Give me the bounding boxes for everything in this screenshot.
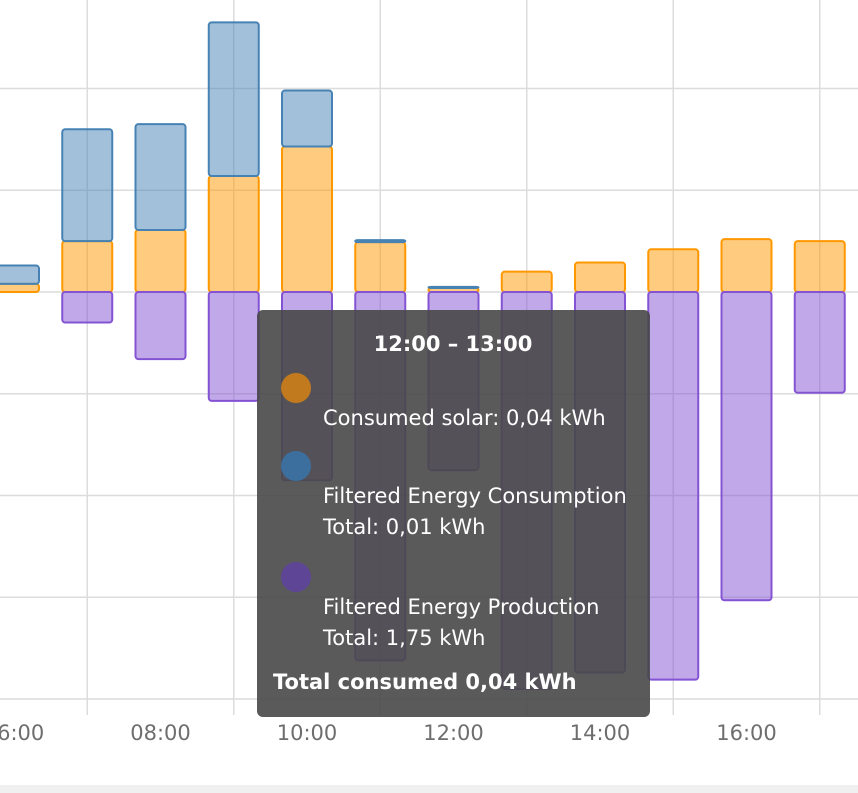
tooltip-line: Filtered Energy Production	[323, 595, 599, 619]
bar-segment	[354, 241, 407, 294]
tooltip-line: Total: 0,01 kWh	[322, 515, 485, 539]
bar-segment	[793, 240, 846, 294]
bar-segment	[720, 291, 773, 602]
footer-strip	[0, 785, 858, 793]
x-tick-label: 12:00	[423, 721, 484, 745]
bar-segment	[281, 145, 333, 294]
bar-segment	[720, 238, 773, 294]
bar-segment	[207, 291, 260, 402]
bar-segment	[793, 291, 846, 394]
bar-segment	[0, 264, 40, 285]
x-tick-label: 10:00	[277, 721, 338, 745]
bar-segment	[134, 291, 187, 361]
bar-segment	[61, 128, 114, 243]
tooltip-dot	[281, 562, 311, 592]
bar-segment	[134, 123, 187, 231]
bar-segment	[574, 261, 626, 294]
tooltip-total: Total consumed 0,04 kWh	[273, 670, 577, 694]
bar-segment	[61, 291, 114, 324]
tooltip-dot	[281, 451, 311, 481]
bar-segment	[647, 248, 700, 294]
bar-segment	[647, 291, 700, 681]
x-tick-label: 16:00	[716, 721, 777, 745]
bar-segment	[134, 228, 187, 294]
bar-segment	[61, 240, 114, 294]
tooltip: 12:00 – 13:00 Consumed solar: 0,04 kWh Fil…	[257, 310, 650, 717]
tooltip-line: Total: 1,75 kWh	[322, 626, 485, 650]
bar-segment	[427, 285, 480, 289]
tooltip-box	[257, 310, 650, 717]
tooltip-title: 12:00 – 13:00	[374, 332, 533, 356]
tooltip-line: Consumed solar: 0,04 kWh	[323, 406, 606, 430]
x-tick-label: 14:00	[570, 721, 631, 745]
bar-segment	[500, 270, 553, 294]
bar-segment	[281, 89, 333, 148]
bar-segment	[354, 239, 407, 244]
x-tick-label: 06:00	[0, 721, 44, 745]
bar-segment	[207, 21, 260, 178]
bar-segment	[207, 175, 260, 294]
x-tick-label: 08:00	[130, 721, 191, 745]
tooltip-line: Filtered Energy Consumption	[323, 484, 627, 508]
tooltip-dot	[281, 373, 311, 403]
bar-segment	[0, 282, 40, 294]
